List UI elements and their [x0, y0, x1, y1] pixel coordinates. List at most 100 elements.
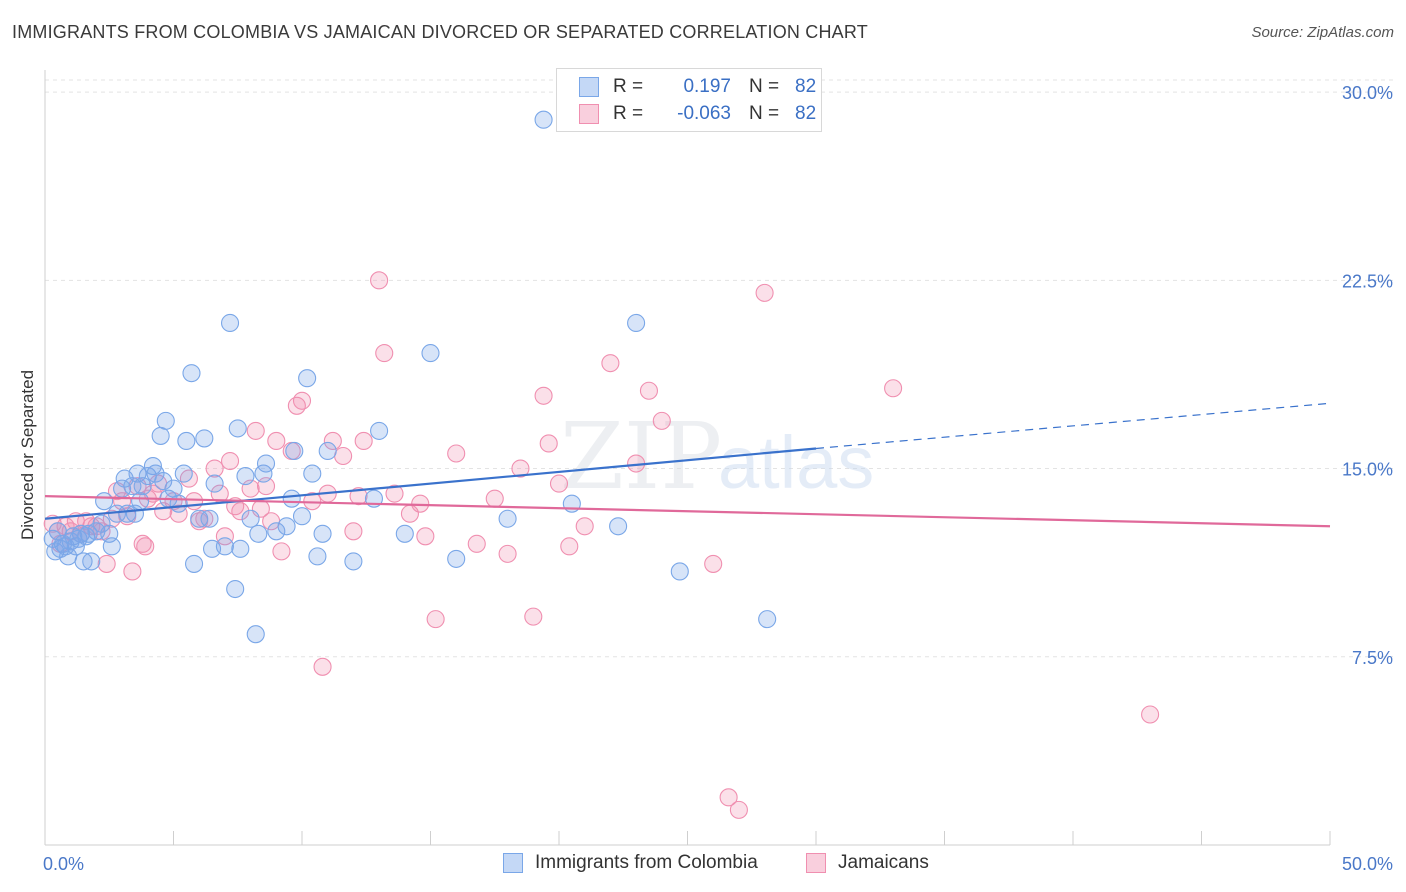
x-tick-label: 0.0% — [43, 854, 84, 874]
jamaica-point — [511, 459, 530, 478]
jamaica-point — [370, 271, 389, 290]
legend-row-jamaica: R = -0.063 N = 82 — [579, 102, 816, 126]
colombia-point — [174, 464, 193, 483]
jamaica-point — [246, 421, 265, 440]
jamaica-point — [354, 431, 373, 450]
jamaica-point — [539, 434, 558, 453]
colombia-point — [200, 509, 219, 528]
axes — [44, 70, 1331, 846]
colombia-point — [190, 509, 209, 528]
colombia-point — [195, 429, 214, 448]
jamaica-point — [385, 484, 404, 503]
colombia-point — [298, 369, 317, 388]
jamaica-point — [323, 431, 342, 450]
colombia-point — [118, 504, 137, 523]
jamaica-point — [349, 487, 368, 506]
trend-lines — [44, 402, 1331, 528]
colombia-point — [146, 464, 165, 483]
colombia-point — [185, 554, 204, 573]
jamaica-point — [231, 502, 250, 521]
n-value-jamaica: 82 — [795, 103, 817, 124]
y-tick-label: 7.5% — [1352, 648, 1393, 668]
y-tick-label: 15.0% — [1342, 460, 1393, 480]
jamaica-point — [267, 431, 286, 450]
colombia-point — [282, 489, 301, 508]
legend-row-colombia: R = 0.197 N = 82 — [579, 75, 816, 99]
correlation-legend: R = 0.197 N = 82 R = -0.063 N = 82 — [556, 68, 822, 132]
colombia-point — [236, 467, 255, 486]
jamaica-point — [97, 554, 116, 573]
jamaica-point — [485, 489, 504, 508]
colombia-point — [256, 454, 276, 473]
x-tick-label: 50.0% — [1342, 854, 1393, 874]
colombia-point — [151, 426, 170, 445]
n-label: N = — [749, 103, 780, 124]
jamaica-point — [426, 610, 445, 629]
colombia-point — [228, 419, 247, 438]
colombia-point — [215, 537, 234, 556]
y-tick-label: 22.5% — [1342, 271, 1393, 291]
y-axis-title: Divorced or Separated — [18, 370, 37, 540]
jamaica-point — [755, 283, 774, 302]
colombia-point — [395, 524, 414, 543]
colombia-point — [308, 547, 327, 566]
jamaica-point — [205, 459, 224, 478]
source-label: Source: ZipAtlas.com — [1251, 24, 1394, 41]
jamaica-point — [560, 537, 579, 556]
n-label: N = — [749, 76, 780, 97]
colombia-point — [102, 537, 121, 556]
jamaica-point — [467, 534, 486, 553]
colombia-trend-line — [44, 447, 817, 520]
jamaica-point — [884, 379, 903, 398]
colombia-point — [285, 441, 304, 461]
jamaica-point — [313, 657, 332, 676]
jamaica-point — [292, 391, 312, 410]
colombia-point — [156, 411, 175, 430]
colombia-point — [51, 539, 70, 558]
colombia-point — [267, 522, 286, 541]
jamaica-point — [169, 504, 188, 523]
jamaica-swatch — [579, 104, 599, 124]
jamaica-point — [719, 788, 738, 807]
colombia-point — [277, 517, 296, 536]
colombia-point — [758, 610, 777, 629]
jamaica-point — [729, 800, 748, 819]
colombia-legend-swatch — [503, 853, 523, 873]
jamaica-point — [82, 517, 101, 536]
colombia-point — [318, 441, 337, 461]
jamaica-point — [136, 537, 155, 556]
jamaica-point — [498, 544, 517, 563]
colombia-point — [220, 313, 240, 333]
colombia-point — [169, 494, 188, 513]
colombia-point — [241, 509, 260, 528]
y-tick-label: 30.0% — [1342, 83, 1393, 103]
jamaica-point — [639, 381, 659, 400]
colombia-point — [164, 479, 183, 498]
r-label: R = — [613, 76, 644, 97]
colombia-point — [498, 509, 517, 528]
jamaica-point — [1141, 705, 1160, 724]
r-value-colombia: 0.197 — [683, 76, 731, 97]
jamaica-legend-label: Jamaicans — [838, 852, 929, 873]
colombia-trend-extension — [815, 402, 1331, 450]
colombia-point — [182, 364, 201, 383]
jamaica-trend-line — [44, 495, 1331, 528]
jamaica-point — [220, 451, 240, 471]
colombia-point — [154, 472, 173, 491]
jamaica-point — [575, 517, 594, 536]
colombia-point — [421, 344, 440, 363]
jamaica-point — [524, 607, 543, 626]
jamaica-point — [133, 534, 152, 553]
colombia-point — [92, 514, 111, 533]
legend-item-colombia: Immigrants from Colombia — [503, 852, 758, 874]
colombia-point — [303, 464, 322, 483]
colombia-swatch — [579, 77, 599, 97]
colombia-point — [82, 552, 101, 571]
colombia-point — [205, 474, 224, 493]
colombia-point — [627, 313, 646, 333]
colombia-points — [43, 110, 777, 644]
jamaica-point — [652, 411, 671, 430]
jamaica-point — [447, 444, 466, 463]
jamaica-point — [195, 509, 214, 528]
